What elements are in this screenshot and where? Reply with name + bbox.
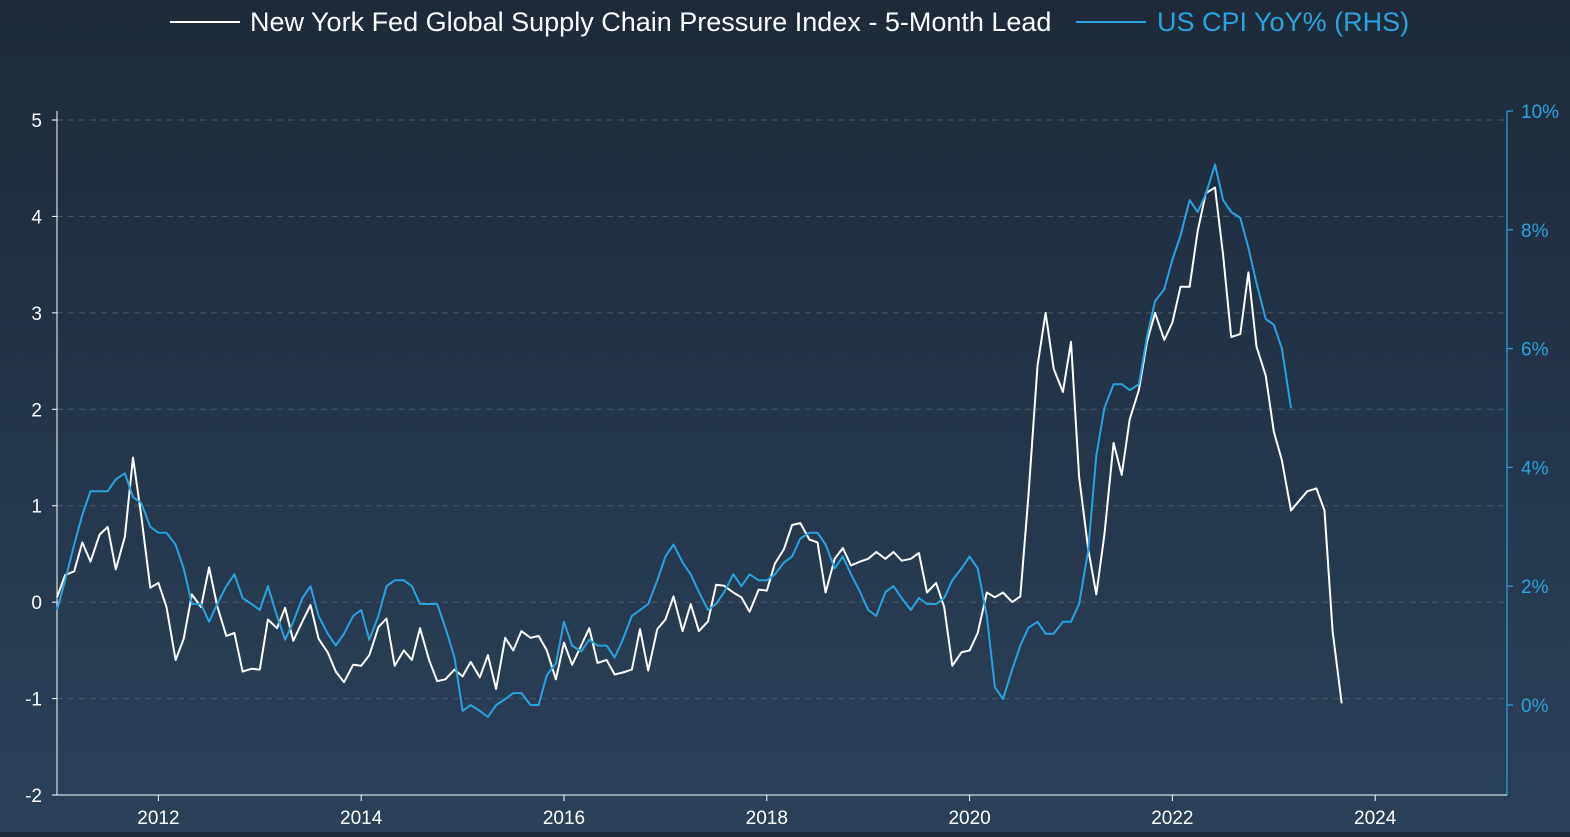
left-tick-label: -2 [25, 786, 42, 807]
x-tick-label: 2018 [746, 808, 788, 829]
right-tick-label: 6% [1521, 340, 1549, 361]
left-tick-label: -1 [25, 690, 42, 711]
x-tick-label: 2020 [948, 808, 990, 829]
right-tick-label: 10% [1521, 102, 1559, 123]
axes [56, 111, 1508, 796]
x-tick-label: 2016 [543, 808, 585, 829]
legend-label-cpi: US CPI YoY% (RHS) [1157, 7, 1409, 37]
right-tick-label: 8% [1521, 221, 1549, 242]
series-layer [56, 163, 1343, 718]
right-tick-labels: 0% 2% 4% 6% 8% 10% [1507, 102, 1559, 717]
left-tick-label: 2 [31, 400, 42, 421]
legend-label-gscpi: New York Fed Global Supply Chain Pressur… [250, 7, 1051, 37]
x-tick-label: 2012 [137, 808, 179, 829]
x-tick-label: 2014 [340, 808, 383, 829]
legend: New York Fed Global Supply Chain Pressur… [170, 7, 1409, 37]
gridlines [57, 119, 1507, 700]
left-tick-label: 0 [31, 593, 42, 614]
right-tick-label: 0% [1521, 696, 1549, 717]
series-line-cpi [56, 163, 1292, 718]
x-tick-labels: 2012 2014 2016 2018 2020 2022 2024 [137, 795, 1397, 829]
right-tick-label: 2% [1521, 577, 1549, 598]
left-tick-label: 4 [31, 207, 42, 228]
x-tick-label: 2022 [1151, 808, 1193, 829]
x-tick-label: 2024 [1354, 808, 1397, 829]
left-tick-labels: -2 -1 0 1 2 3 4 5 [25, 111, 57, 807]
left-tick-label: 1 [31, 497, 42, 518]
right-tick-label: 4% [1521, 458, 1549, 479]
left-tick-label: 3 [31, 304, 42, 325]
series-line-gscpi [56, 186, 1343, 704]
left-tick-label: 5 [31, 111, 42, 132]
